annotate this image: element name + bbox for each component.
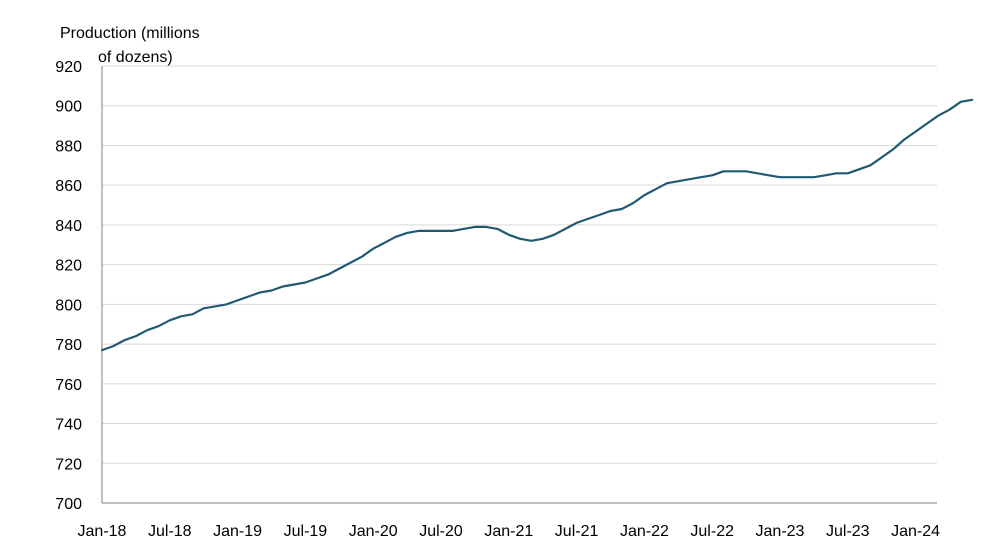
x-tick-label: Jan-21 — [484, 523, 533, 540]
y-tick-label: 920 — [55, 59, 82, 76]
y-axis-label-line-1: Production (millions — [60, 25, 200, 42]
x-tick-label: Jan-19 — [213, 523, 262, 540]
x-tick-labels: Jan-18 Jul-18 Jan-19 Jul-19 Jan-20 Jul-20 Jan-… — [78, 523, 941, 540]
y-tick-label: 800 — [55, 297, 82, 314]
y-tick-label: 840 — [55, 218, 82, 235]
gridlines — [102, 65, 937, 464]
x-tick-label: Jul-22 — [690, 523, 734, 540]
x-tick-label: Jul-21 — [555, 523, 599, 540]
y-tick-label: 700 — [55, 496, 82, 513]
x-tick-label: Jan-22 — [620, 523, 669, 540]
series-line — [100, 98, 974, 352]
x-tick-label: Jan-24 — [891, 523, 940, 540]
y-axis-label: Production (millions of dozens) — [60, 22, 200, 70]
y-tick-label: 900 — [55, 99, 82, 116]
x-tick-label: Jan-18 — [78, 523, 127, 540]
y-tick-label: 720 — [55, 456, 82, 473]
x-tick-label: Jul-19 — [284, 523, 328, 540]
y-tick-labels: 700 720 740 760 780 800 820 840 860 880 900 920 — [55, 59, 82, 513]
axes — [101, 66, 937, 504]
x-tick-label: Jan-20 — [349, 523, 398, 540]
series-group — [100, 98, 974, 352]
y-axis-label-line-2: of dozens) — [98, 49, 173, 66]
y-tick-label: 780 — [55, 337, 82, 354]
x-tick-label: Jul-20 — [419, 523, 463, 540]
y-tick-label: 860 — [55, 178, 82, 195]
x-tick-label: Jul-18 — [148, 523, 192, 540]
y-tick-label: 740 — [55, 417, 82, 434]
y-tick-label: 880 — [55, 138, 82, 155]
x-tick-label: Jul-23 — [826, 523, 870, 540]
y-tick-label: 820 — [55, 258, 82, 275]
x-tick-label: Jan-23 — [756, 523, 805, 540]
y-tick-label: 760 — [55, 377, 82, 394]
